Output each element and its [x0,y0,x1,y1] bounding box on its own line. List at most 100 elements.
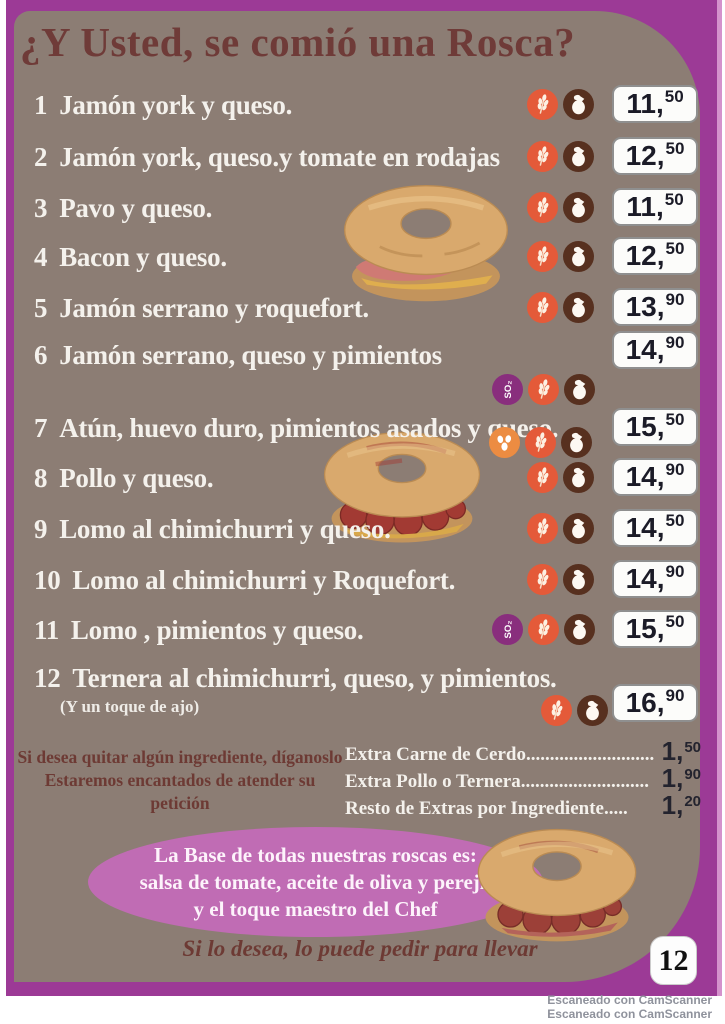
allergen-icons [527,89,594,120]
milk-jug-icon [563,292,594,323]
gluten-wheat-icon [528,614,559,645]
gluten-wheat-icon [527,192,558,223]
menu-item-number: 5 [34,293,48,323]
base-recipe-callout: La Base de todas nuestras roscas es: sal… [88,827,543,937]
base-recipe-line1: La Base de todas nuestras roscas es: [154,842,477,867]
allergen-icons [527,564,594,595]
camscanner-watermark: Escaneado con CamScanner [547,1007,712,1021]
rosca-jamon-photo [477,828,637,942]
extra-price: 1,50 [661,736,701,766]
price-cents: 50 [665,239,685,258]
price-euros: 13, [625,291,665,322]
price-euros: 14, [625,461,665,492]
allergen-icons [489,427,592,458]
price-tag: 11, 50 [612,85,698,123]
milk-jug-icon [563,89,594,120]
menu-item-number: 10 [34,565,61,595]
ingredient-request-note: Si desea quitar algún ingrediente, dígan… [15,746,345,815]
price-cents: 50 [665,612,685,631]
menu-item-name: 6 Jamón serrano, queso y pimientos [34,340,442,370]
allergen-icons: SO₂ [492,614,595,645]
gluten-wheat-icon [527,292,558,323]
menu-item-row: 8 Pollo y queso. 14, 90 [0,458,725,505]
milk-jug-icon [563,564,594,595]
ingredient-request-line2: Estaremos encantados de atender su petic… [44,770,316,813]
price-tag: 14, 50 [612,509,698,547]
menu-item-row: 1 Jamón york y queso. 11, 50 [0,85,725,132]
menu-item-number: 6 [34,340,48,370]
menu-item-name: 4 Bacon y queso. [34,242,227,272]
milk-jug-icon [577,695,608,726]
menu-item-number: 4 [34,242,48,272]
price-tag: 13, 90 [612,288,698,326]
menu-item-number: 3 [34,193,48,223]
price-tag: 15, 50 [612,408,698,446]
allergen-icons [527,292,594,323]
gluten-wheat-icon [528,374,559,405]
page-title: ¿Y Usted, se comió una Rosca? [20,19,576,65]
price-euros: 16, [625,687,665,718]
price-tag: 12, 50 [612,237,698,275]
milk-jug-icon [563,241,594,272]
menu-item-name: 3 Pavo y queso. [34,193,213,223]
menu-item-row: 6 Jamón serrano, queso y pimientos SO₂ 14… [0,331,725,405]
extra-label: Extra Carne de Cerdo....................… [345,744,655,765]
milk-jug-icon [563,192,594,223]
menu-item-name: 10 Lomo al chimichurri y Roquefort. [34,565,456,595]
price-cents: 90 [665,562,685,581]
price-cents: 90 [665,333,685,352]
allergen-icons [541,695,608,726]
allergen-icons [527,141,594,172]
gluten-wheat-icon [541,695,572,726]
extra-line: Extra Carne de Cerdo....................… [345,736,701,766]
gluten-wheat-icon [527,513,558,544]
menu-item-name: 11 Lomo , pimientos y queso. [34,615,364,645]
price-cents: 90 [665,686,685,705]
rosca-ham-photo [343,185,509,302]
milk-jug-icon [564,374,595,405]
milk-jug-icon [563,141,594,172]
price-cents: 50 [664,190,684,209]
milk-jug-icon [563,462,594,493]
milk-jug-icon [563,513,594,544]
egg-icon [489,427,520,458]
menu-item-number: 1 [34,90,48,120]
extra-label: Resto de Extras por Ingrediente..... [345,798,628,819]
price-tag: 14, 90 [612,458,698,496]
menu-item-row: 5 Jamón serrano y roquefort. 13, 90 [0,288,725,335]
menu-item-name: 8 Pollo y queso. [34,463,214,493]
gluten-wheat-icon [527,89,558,120]
base-recipe-line2: salsa de tomate, aceite de oliva y perej… [139,869,492,894]
base-recipe-line3: y el toque maestro del Chef [193,896,438,921]
price-euros: 14, [625,334,665,365]
milk-jug-icon [564,614,595,645]
price-cents: 50 [665,511,685,530]
price-euros: 14, [625,512,665,543]
menu-item-name: 1 Jamón york y queso. [34,90,293,120]
menu-item-number: 12 [34,663,61,693]
allergen-icons [527,241,594,272]
milk-jug-icon [561,427,592,458]
menu-item-number: 9 [34,514,48,544]
gluten-wheat-icon [527,141,558,172]
price-cents: 90 [665,460,685,479]
takeaway-note: Si lo desea, lo puede pedir para llevar [182,936,538,961]
price-tag: 14, 90 [612,331,698,369]
price-euros: 14, [625,563,665,594]
sulfites-icon: SO₂ [492,374,523,405]
price-cents: 90 [665,290,685,309]
menu-item-row: 10 Lomo al chimichurri y Roquefort. 14, 90 [0,560,725,607]
page-number-badge: 12 [650,936,697,985]
camscanner-watermark: Escaneado con CamScanner [547,993,712,1007]
gluten-wheat-icon [525,427,556,458]
price-tag: 14, 90 [612,560,698,598]
menu-item-name: 5 Jamón serrano y roquefort. [34,293,369,323]
price-euros: 15, [625,411,665,442]
price-tag: 16, 90 [612,684,698,722]
allergen-icons: SO₂ [492,374,595,405]
price-tag: 12, 50 [612,137,698,175]
menu-item-row: 12 Ternera al chimichurri, queso, y pimie… [0,663,725,726]
menu-item-number: 2 [34,142,48,172]
menu-item-note: (Y un toque de ajo) [60,697,200,716]
